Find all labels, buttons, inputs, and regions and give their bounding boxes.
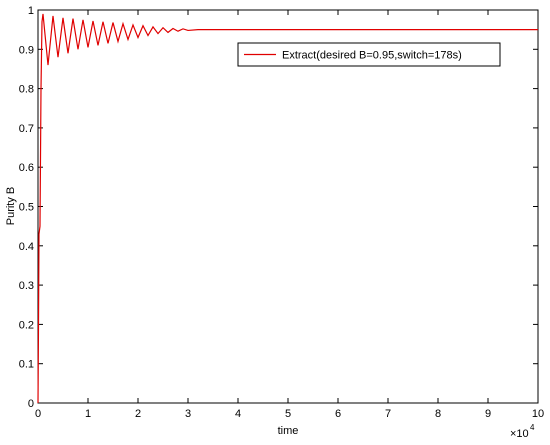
legend-box — [237, 42, 501, 67]
y-tick-label: 0.3 — [19, 280, 34, 292]
plot-area — [37, 9, 539, 404]
x-tick-label: 1 — [85, 408, 91, 420]
x-tick-label: 0 — [35, 408, 41, 420]
y-tick-label: 0 — [28, 398, 34, 410]
y-tick-label: 0.8 — [19, 84, 34, 96]
line — [37, 13, 538, 404]
x-multiplier-exponent: 4 — [530, 423, 535, 432]
y-tick-label: 0.9 — [19, 44, 34, 56]
y-tick-label: 0.4 — [19, 241, 34, 253]
x-tick-label: 2 — [135, 408, 141, 420]
x-tick-label: 10 — [532, 408, 544, 420]
legend-label: Extract(desired B=0.95,switch=178s) — [282, 50, 462, 62]
y-tick-label: 0.5 — [19, 202, 34, 214]
x-tick-label: 7 — [385, 408, 391, 420]
y-tick-label: 0.1 — [19, 359, 34, 371]
y-tick-label: 0.7 — [19, 123, 34, 135]
y-tick-label: 0.2 — [19, 319, 34, 331]
x-tick-label: 3 — [185, 408, 191, 420]
y-tick-label: 0.6 — [19, 162, 34, 174]
x-tick-label: 6 — [335, 408, 341, 420]
x-tick-label: 9 — [485, 408, 491, 420]
x-tick-label: 4 — [235, 408, 241, 420]
y-tick-label: 1 — [28, 5, 34, 17]
x-tick-label: 5 — [285, 408, 291, 420]
y-axis-label: Purity B — [5, 187, 17, 226]
x-axis-label: time — [278, 425, 299, 437]
x-tick-label: 8 — [435, 408, 441, 420]
x-multiplier: ×10 — [510, 428, 529, 440]
